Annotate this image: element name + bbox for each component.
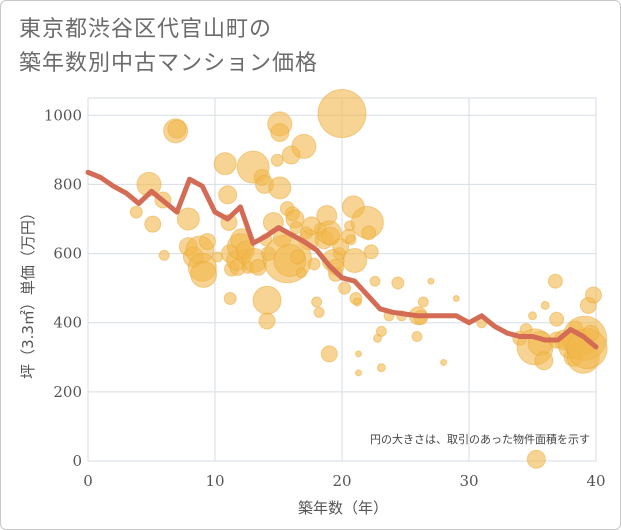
chart-title: 東京都渋谷区代官山町の 築年数別中古マンション価格 xyxy=(19,13,318,81)
x-tick-label: 20 xyxy=(332,472,351,490)
bubble-layer xyxy=(129,89,608,469)
data-bubble xyxy=(317,89,367,139)
data-bubble xyxy=(375,325,387,337)
x-tick-label: 10 xyxy=(205,472,224,490)
data-bubble xyxy=(144,215,162,233)
data-bubble xyxy=(291,133,317,159)
data-bubble xyxy=(213,152,237,176)
y-tick-label: 400 xyxy=(53,314,82,332)
x-tick-label: 40 xyxy=(586,472,605,490)
data-bubble xyxy=(290,249,306,265)
data-bubble xyxy=(158,249,170,261)
data-bubble xyxy=(258,312,276,330)
data-bubble xyxy=(540,300,550,310)
data-bubble xyxy=(342,247,368,273)
data-bubble xyxy=(528,311,537,321)
data-bubble xyxy=(352,297,362,307)
data-bubble xyxy=(176,207,200,231)
data-bubble xyxy=(440,358,448,366)
data-bubble xyxy=(391,276,405,290)
data-bubble xyxy=(361,225,377,241)
data-bubble xyxy=(268,176,292,200)
data-bubble xyxy=(417,296,429,308)
data-bubble xyxy=(549,311,565,327)
data-bubble xyxy=(320,345,338,363)
data-bubble xyxy=(355,350,363,358)
data-bubble xyxy=(355,369,363,377)
data-bubble xyxy=(270,153,284,167)
data-bubble xyxy=(363,244,379,260)
data-bubble xyxy=(129,205,143,219)
average-price-line xyxy=(85,169,599,350)
x-tick-label: 0 xyxy=(83,472,93,490)
x-tick-label: 30 xyxy=(459,472,478,490)
bubble-size-note: 円の大きさは、取引のあった物件面積を示す xyxy=(370,432,590,446)
data-bubble xyxy=(313,306,325,318)
data-bubble xyxy=(198,232,216,250)
data-bubble xyxy=(526,449,546,469)
data-bubble xyxy=(252,285,282,315)
title-line-1: 東京都渋谷区代官山町の xyxy=(19,17,273,42)
data-bubble xyxy=(218,185,238,205)
data-bubble xyxy=(295,267,307,279)
data-bubble xyxy=(190,260,218,288)
y-tick-label: 600 xyxy=(53,245,82,263)
data-bubble xyxy=(338,281,352,295)
data-bubble xyxy=(223,292,237,306)
data-bubble xyxy=(452,295,460,303)
data-bubble xyxy=(345,234,357,246)
data-bubble xyxy=(167,119,187,139)
y-tick-label: 200 xyxy=(53,383,82,401)
title-line-2: 築年数別中古マンション価格 xyxy=(19,51,319,76)
data-bubble xyxy=(270,123,290,143)
data-bubble xyxy=(534,351,554,371)
data-bubble xyxy=(411,331,423,343)
data-bubble xyxy=(311,296,323,308)
data-bubble xyxy=(547,273,563,289)
trend-line-layer xyxy=(85,169,599,350)
y-axis-title: 坪（3.3㎡）単価（万円） xyxy=(19,205,37,379)
data-bubble xyxy=(427,277,435,285)
data-bubble xyxy=(376,363,386,373)
data-bubble xyxy=(369,275,381,287)
y-tick-label: 800 xyxy=(53,175,82,193)
x-axis-title: 築年数（年） xyxy=(298,499,388,517)
y-tick-label: 0 xyxy=(72,452,82,470)
y-tick-label: 1000 xyxy=(44,106,82,124)
data-bubble xyxy=(584,286,602,304)
data-bubble xyxy=(307,257,321,271)
